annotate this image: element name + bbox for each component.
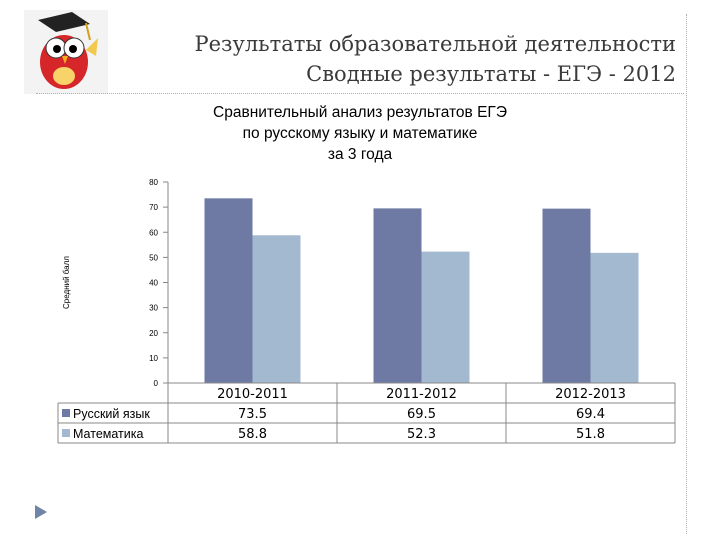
owl-logo-icon (24, 10, 108, 94)
y-tick-label: 30 (149, 304, 158, 313)
bar (252, 235, 301, 383)
data-label: 51.8 (576, 427, 605, 442)
legend-label: Математика (73, 427, 143, 441)
y-tick-label: 20 (149, 329, 158, 338)
data-label: 52.3 (407, 427, 436, 442)
data-label: 69.4 (576, 407, 605, 422)
bar (421, 251, 470, 383)
bar (590, 252, 639, 383)
arrow-right-icon[interactable] (34, 504, 48, 520)
data-label: 58.8 (238, 427, 267, 442)
legend-swatch (62, 429, 70, 437)
side-divider (686, 14, 687, 534)
header-divider (36, 93, 684, 94)
page-subtitle: Сводные результаты - ЕГЭ - 2012 (306, 62, 676, 86)
bar (204, 198, 253, 383)
bar (373, 208, 422, 383)
x-tick-label: 2012-2013 (555, 387, 626, 402)
y-tick-label: 60 (149, 228, 158, 237)
chart-title-line-2: по русскому языку и математике (242, 125, 478, 142)
data-label: 69.5 (407, 407, 436, 422)
page-title: Результаты образовательной деятельности (194, 32, 676, 56)
y-tick-label: 70 (149, 203, 158, 212)
chart-title-line-3: за 3 года (327, 146, 393, 163)
chart-title-line-1: Сравнительный анализ результатов ЕГЭ (213, 104, 507, 121)
legend-swatch (62, 409, 70, 417)
y-tick-label: 10 (149, 354, 158, 363)
bar (542, 208, 591, 383)
legend-label: Русский язык (73, 407, 150, 421)
x-tick-label: 2011-2012 (386, 387, 457, 402)
y-tick-label: 0 (154, 379, 159, 388)
y-tick-label: 40 (149, 279, 158, 288)
x-tick-label: 2010-2011 (217, 387, 288, 402)
y-axis-label: Средний балл (62, 256, 71, 309)
y-tick-label: 80 (149, 178, 158, 187)
data-label: 73.5 (238, 407, 267, 422)
y-tick-label: 50 (149, 253, 158, 262)
